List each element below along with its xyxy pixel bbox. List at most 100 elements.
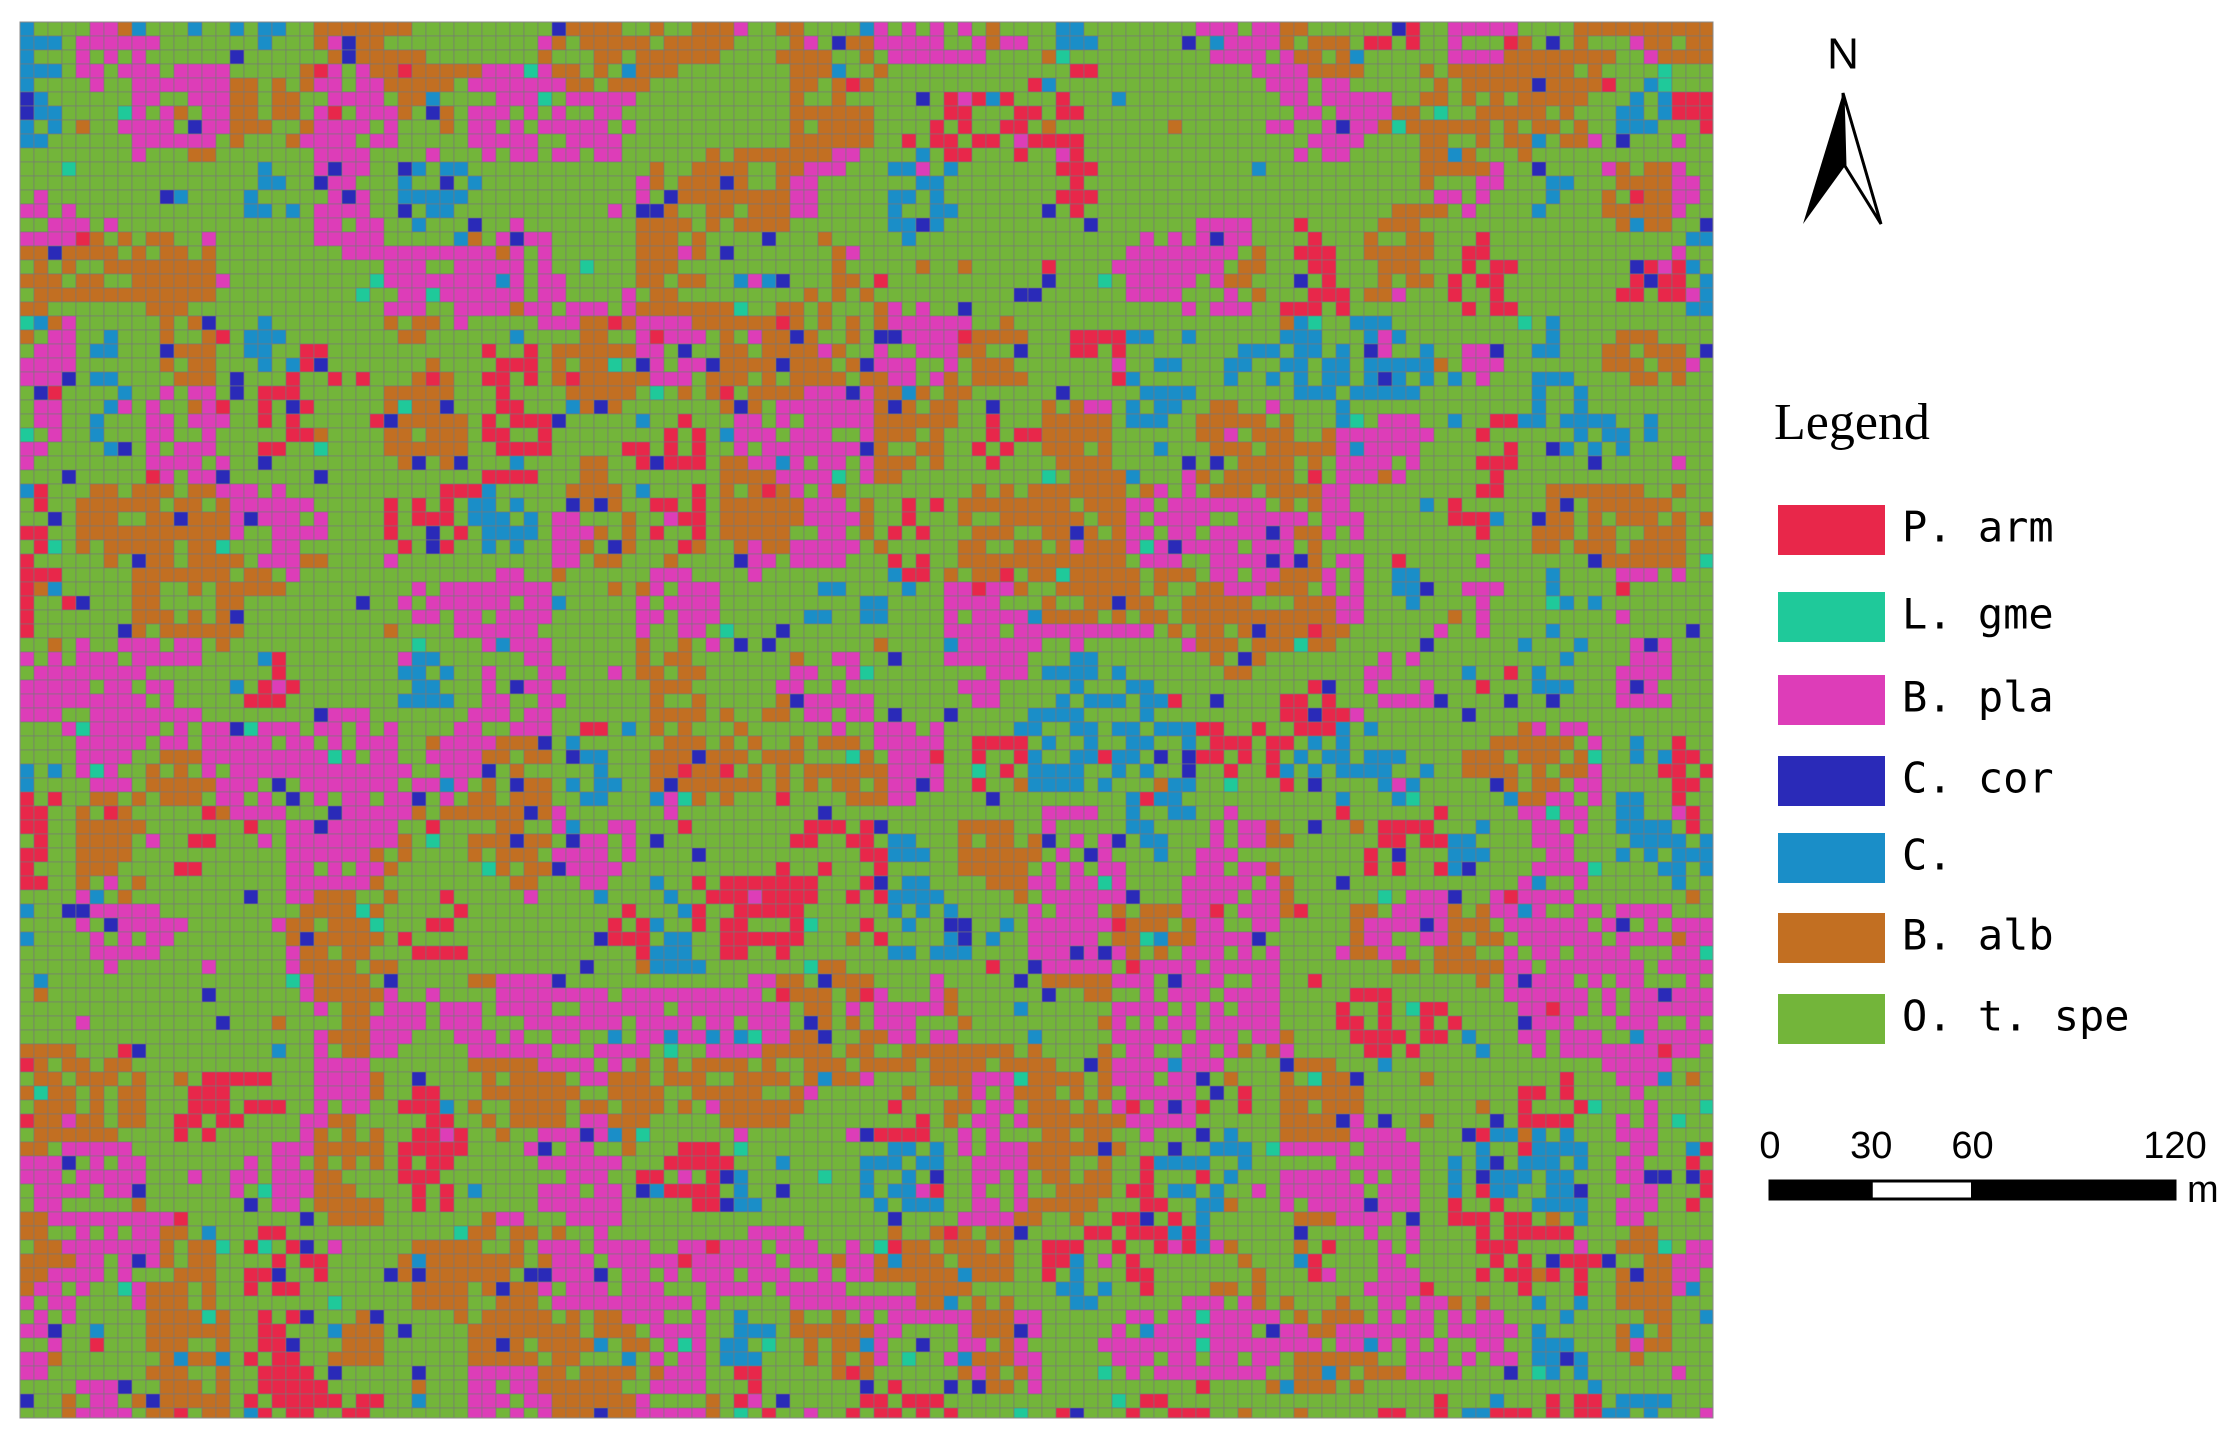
map-cell — [369, 301, 385, 317]
map-cell — [551, 357, 567, 373]
map-cell — [397, 343, 413, 359]
map-cell — [75, 259, 91, 275]
map-cell — [1041, 161, 1057, 177]
map-cell — [1265, 287, 1281, 303]
map-cell — [1027, 175, 1043, 191]
map-cell — [999, 581, 1015, 597]
map-cell — [761, 245, 777, 261]
map-cell — [1545, 497, 1561, 513]
map-cell — [1307, 105, 1323, 121]
map-cell — [1083, 497, 1099, 513]
map-cell — [1559, 35, 1575, 51]
map-cell — [1181, 287, 1197, 303]
map-cell — [1307, 203, 1323, 219]
map-cell — [1629, 301, 1645, 317]
map-cell — [1055, 497, 1071, 513]
map-cell — [1559, 91, 1575, 107]
map-cell — [1125, 161, 1141, 177]
map-cell — [1657, 189, 1673, 205]
map-cell — [173, 63, 189, 79]
map-cell — [1657, 35, 1673, 51]
map-cell — [1279, 371, 1295, 387]
map-cell — [1097, 245, 1113, 261]
map-cell — [1419, 511, 1435, 527]
map-cell — [19, 469, 35, 485]
map-cell — [299, 175, 315, 191]
map-cell — [1153, 49, 1169, 65]
map-cell — [131, 147, 147, 163]
map-cell — [411, 49, 427, 65]
map-cell — [33, 245, 49, 261]
map-cell — [1195, 77, 1211, 93]
map-cell — [621, 413, 637, 429]
map-cell — [705, 413, 721, 429]
map-cell — [803, 77, 819, 93]
map-cell — [1419, 539, 1435, 555]
map-cell — [1419, 371, 1435, 387]
map-cell — [1335, 231, 1351, 247]
map-cell — [313, 91, 329, 107]
map-cell — [1601, 483, 1617, 499]
map-cell — [915, 91, 931, 107]
map-cell — [551, 105, 567, 121]
map-cell — [1475, 329, 1491, 345]
map-cell — [579, 413, 595, 429]
map-cell — [61, 343, 77, 359]
map-cell — [1279, 581, 1295, 597]
map-cell — [1503, 175, 1519, 191]
map-cell — [803, 175, 819, 191]
map-cell — [971, 329, 987, 345]
map-cell — [1433, 91, 1449, 107]
map-cell — [607, 455, 623, 471]
map-cell — [383, 231, 399, 247]
map-cell — [61, 287, 77, 303]
map-cell — [1069, 315, 1085, 331]
map-cell — [1125, 343, 1141, 359]
map-cell — [1419, 49, 1435, 65]
map-cell — [621, 441, 637, 457]
map-cell — [145, 553, 161, 569]
map-cell — [873, 49, 889, 65]
map-cell — [229, 483, 245, 499]
map-cell — [929, 245, 945, 261]
map-cell — [215, 441, 231, 457]
map-cell — [845, 371, 861, 387]
map-cell — [369, 567, 385, 583]
map-cell — [187, 273, 203, 289]
map-cell — [915, 427, 931, 443]
map-cell — [1181, 91, 1197, 107]
map-cell — [663, 511, 679, 527]
map-cell — [397, 427, 413, 443]
map-cell — [201, 175, 217, 191]
map-cell — [789, 553, 805, 569]
map-cell — [1209, 63, 1225, 79]
map-cell — [1055, 133, 1071, 149]
map-cell — [901, 231, 917, 247]
map-cell — [117, 329, 133, 345]
map-cell — [299, 105, 315, 121]
map-cell — [131, 581, 147, 597]
map-cell — [75, 511, 91, 527]
map-cell — [635, 511, 651, 527]
map-cell — [1111, 189, 1127, 205]
map-cell — [1699, 119, 1714, 135]
map-cell — [747, 567, 763, 583]
map-cell — [943, 189, 959, 205]
map-cell — [243, 77, 259, 93]
map-cell — [1195, 371, 1211, 387]
map-cell — [859, 49, 875, 65]
map-cell — [1587, 511, 1603, 527]
map-cell — [985, 105, 1001, 121]
map-cell — [1069, 287, 1085, 303]
map-cell — [243, 497, 259, 513]
map-cell — [551, 343, 567, 359]
map-cell — [523, 21, 539, 37]
map-cell — [509, 189, 525, 205]
map-cell — [705, 259, 721, 275]
map-cell — [327, 413, 343, 429]
map-cell — [1629, 245, 1645, 261]
map-cell — [257, 133, 273, 149]
map-cell — [131, 371, 147, 387]
map-cell — [999, 231, 1015, 247]
map-cell — [1405, 539, 1421, 555]
